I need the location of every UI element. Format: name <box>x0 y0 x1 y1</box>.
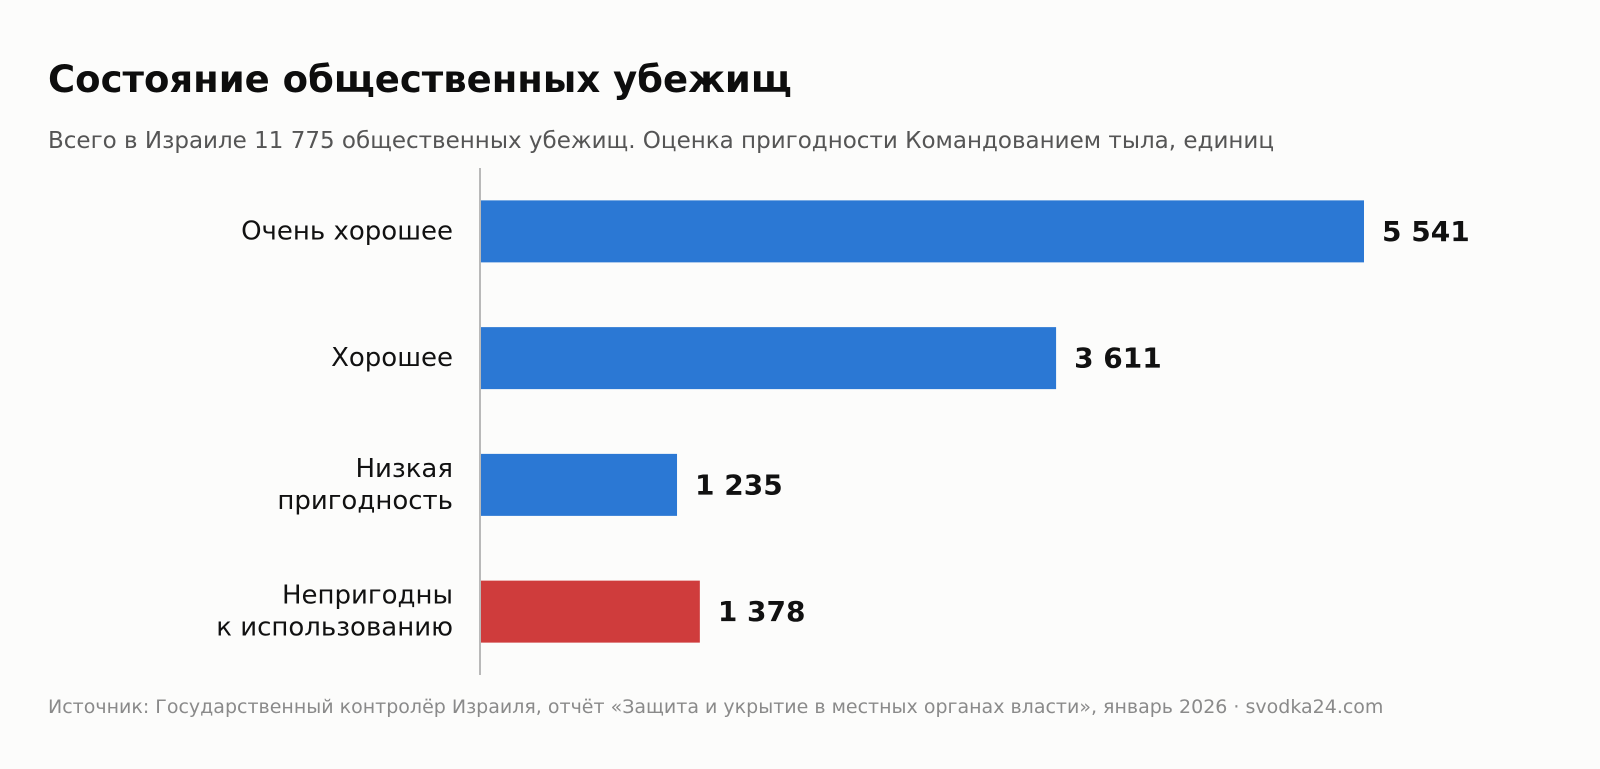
category-label: Очень хорошее <box>241 216 453 246</box>
category-label: Низкая пригодность <box>277 454 453 516</box>
bar <box>480 200 1364 263</box>
category-label: Непригодны к использованию <box>216 581 453 643</box>
bars-layer: 5 541 Очень хорошее 3 611 Хорошее 1 235 Низка… <box>216 200 1470 643</box>
category-label: Хорошее <box>331 343 453 373</box>
chart-title: Состояние общественных убежищ <box>48 58 792 101</box>
bar-value-label: 1 235 <box>695 468 783 501</box>
bar <box>480 327 1057 390</box>
source-note: Источник: Государственный контролёр Изра… <box>48 696 1384 718</box>
bar <box>480 453 678 516</box>
bar-value-label: 5 541 <box>1382 215 1470 248</box>
bar-value-label: 3 611 <box>1074 342 1162 375</box>
bar <box>480 580 700 643</box>
chart-subtitle: Всего в Израиле 11 775 общественных убеж… <box>48 128 1275 154</box>
bar-value-label: 1 378 <box>718 595 806 628</box>
